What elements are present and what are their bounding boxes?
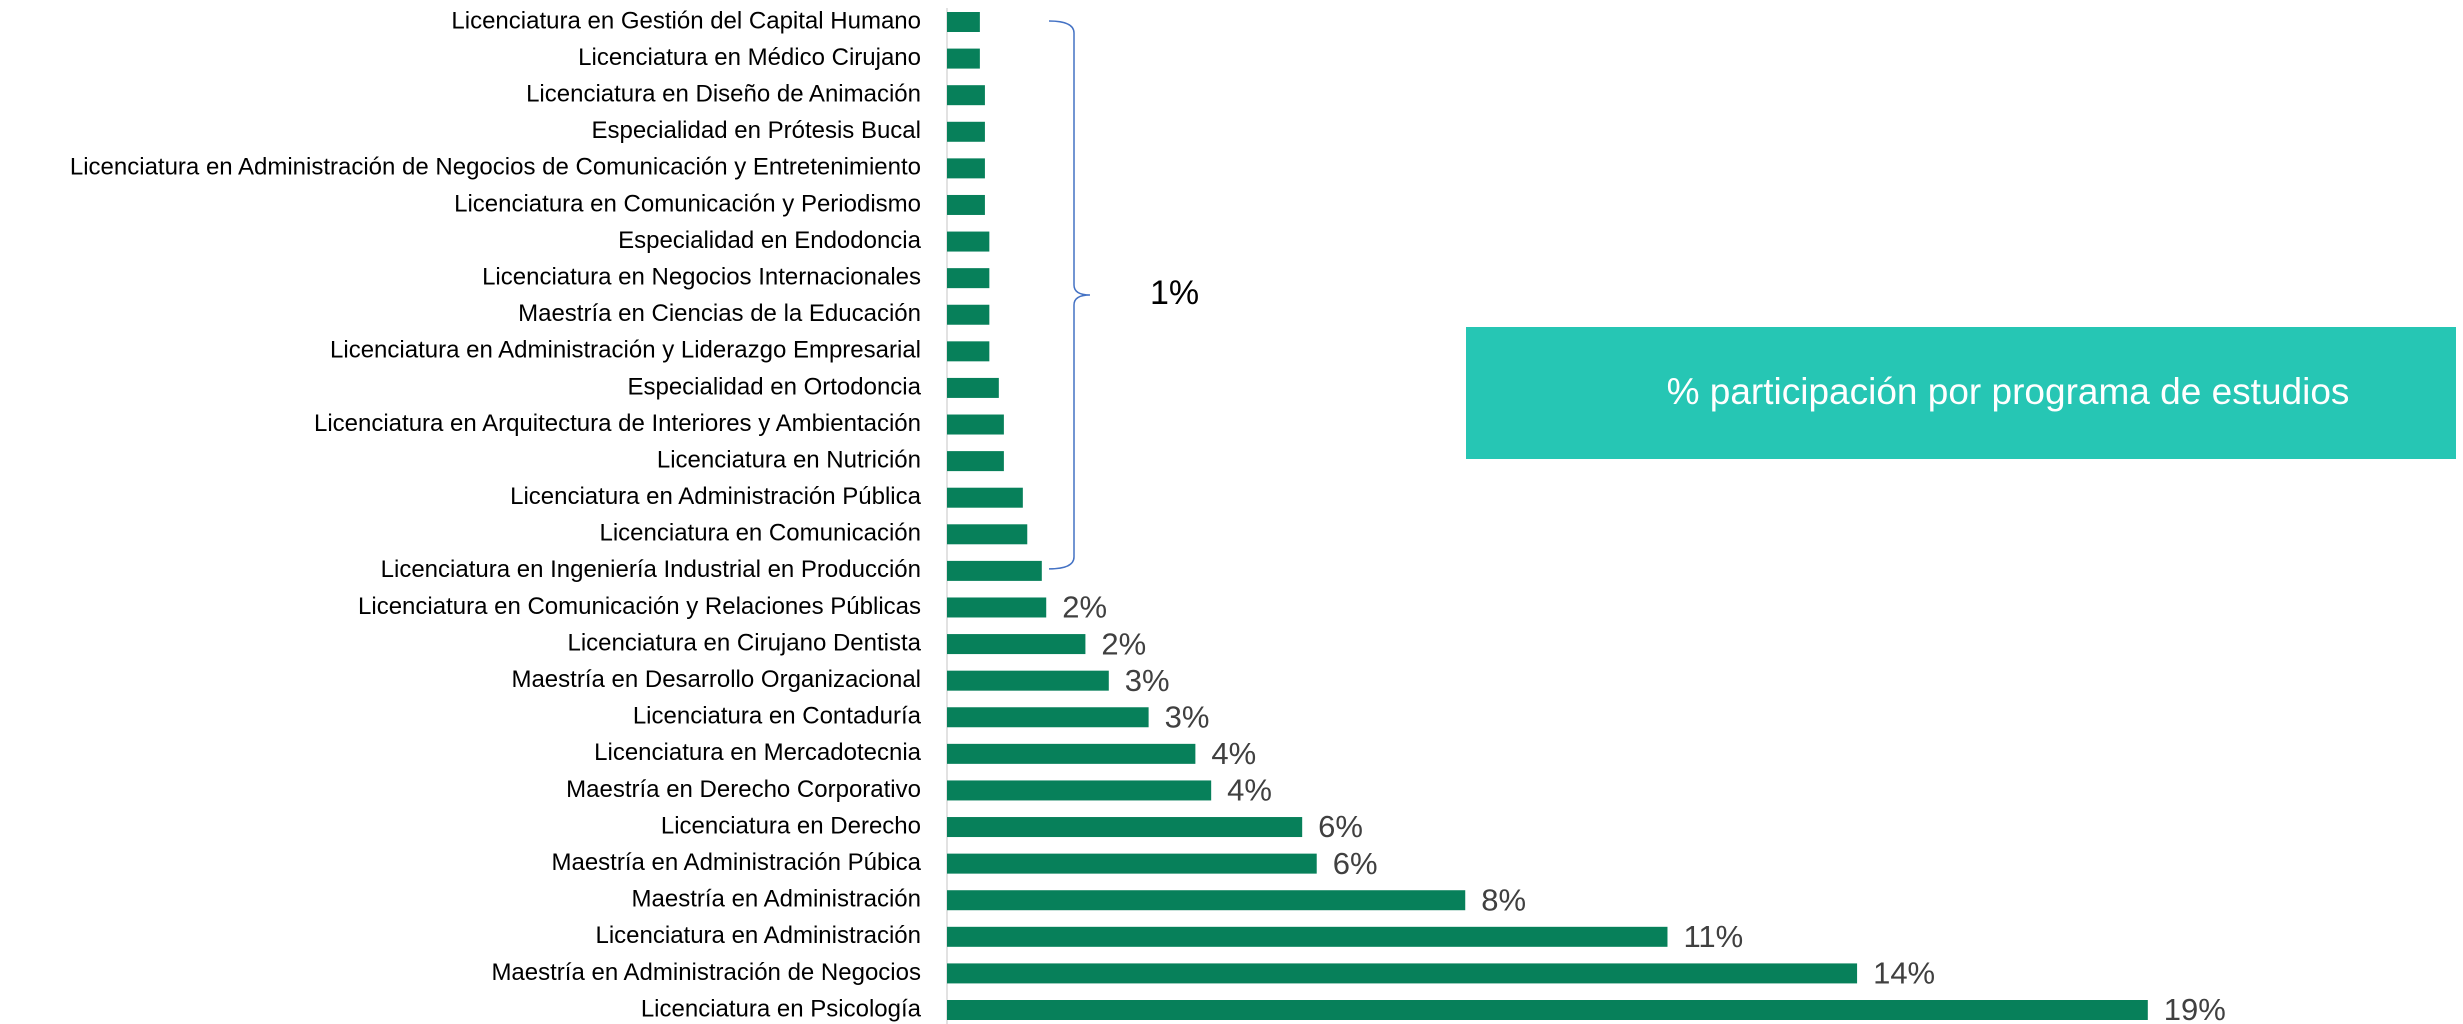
bar: [947, 926, 1668, 947]
category-label: Licenciatura en Administración y Lideraz…: [330, 337, 921, 364]
category-label: Maestría en Administración Púbica: [551, 849, 921, 876]
category-label: Licenciatura en Cirujano Dentista: [567, 629, 921, 656]
category-label: Maestría en Desarrollo Organizacional: [511, 666, 921, 693]
category-label: Maestría en Administración de Negocios: [491, 959, 921, 986]
bar: [947, 963, 1858, 984]
category-label: Licenciatura en Gestión del Capital Huma…: [451, 7, 921, 34]
bar: [947, 524, 1028, 545]
bar: [947, 780, 1212, 801]
bar: [947, 304, 990, 325]
category-label: Licenciatura en Diseño de Animación: [526, 81, 921, 108]
bar: [947, 85, 985, 106]
bar: [947, 817, 1303, 838]
category-label: Licenciatura en Comunicación: [599, 520, 921, 547]
category-label: Licenciatura en Comunicación y Relacione…: [358, 593, 921, 620]
bar: [947, 377, 999, 398]
category-label: Maestría en Derecho Corporativo: [566, 776, 921, 803]
value-label: 14%: [1873, 956, 1935, 991]
bar: [947, 451, 1004, 472]
category-label: Maestría en Ciencias de la Educación: [518, 300, 921, 327]
bar: [947, 707, 1149, 728]
bar: [947, 1000, 2148, 1020]
bar: [947, 12, 980, 32]
category-label: Especialidad en Ortodoncia: [627, 373, 921, 400]
value-label: 2%: [1101, 626, 1146, 661]
category-label: Licenciatura en Derecho: [661, 812, 921, 839]
bar: [947, 853, 1317, 874]
bar: [947, 158, 985, 179]
category-label: Licenciatura en Médico Cirujano: [578, 44, 921, 71]
bar: [947, 743, 1196, 764]
category-label: Licenciatura en Administración Pública: [510, 483, 922, 510]
value-label: 6%: [1333, 846, 1378, 881]
bar: [947, 634, 1086, 655]
value-label: 6%: [1318, 809, 1363, 844]
value-label: 3%: [1125, 663, 1170, 698]
category-label: Licenciatura en Administración de Negoci…: [70, 154, 921, 181]
bar: [947, 48, 980, 69]
bar: [947, 194, 985, 215]
value-label: 4%: [1211, 736, 1256, 771]
value-label: 11%: [1683, 919, 1743, 954]
category-label: Licenciatura en Psicología: [641, 995, 922, 1022]
bar: [947, 890, 1466, 911]
value-label: 19%: [2164, 992, 2226, 1024]
bracket: [1048, 20, 1091, 570]
bar: [947, 414, 1004, 435]
annotation: 1%: [1150, 274, 1199, 312]
value-label: 8%: [1481, 882, 1526, 917]
category-label: Licenciatura en Arquitectura de Interior…: [314, 410, 921, 437]
value-label: 2%: [1062, 590, 1107, 625]
category-label: Licenciatura en Administración: [595, 922, 921, 949]
bar: [947, 487, 1023, 508]
bar: [947, 268, 990, 289]
chart-title: % participación por programa de estudios: [1667, 371, 2350, 412]
category-label: Licenciatura en Mercadotecnia: [594, 739, 922, 766]
bar: [947, 341, 990, 362]
bar: [947, 231, 990, 252]
category-label: Maestría en Administración: [632, 886, 921, 913]
category-label: Especialidad en Prótesis Bucal: [591, 117, 921, 144]
bar: [947, 121, 985, 142]
value-label: 4%: [1227, 773, 1272, 808]
category-label: Licenciatura en Nutrición: [657, 446, 921, 473]
bar: [947, 597, 1047, 618]
title-box: [1466, 327, 2456, 459]
category-label: Licenciatura en Negocios Internacionales: [482, 263, 921, 290]
bar: [947, 560, 1042, 581]
category-label: Licenciatura en Contaduría: [633, 703, 922, 730]
category-label: Licenciatura en Comunicación y Periodism…: [454, 190, 921, 217]
value-label: 3%: [1165, 699, 1210, 734]
category-label: Especialidad en Endodoncia: [618, 227, 922, 254]
bar: [947, 670, 1109, 691]
category-label: Licenciatura en Ingeniería Industrial en…: [381, 556, 921, 583]
